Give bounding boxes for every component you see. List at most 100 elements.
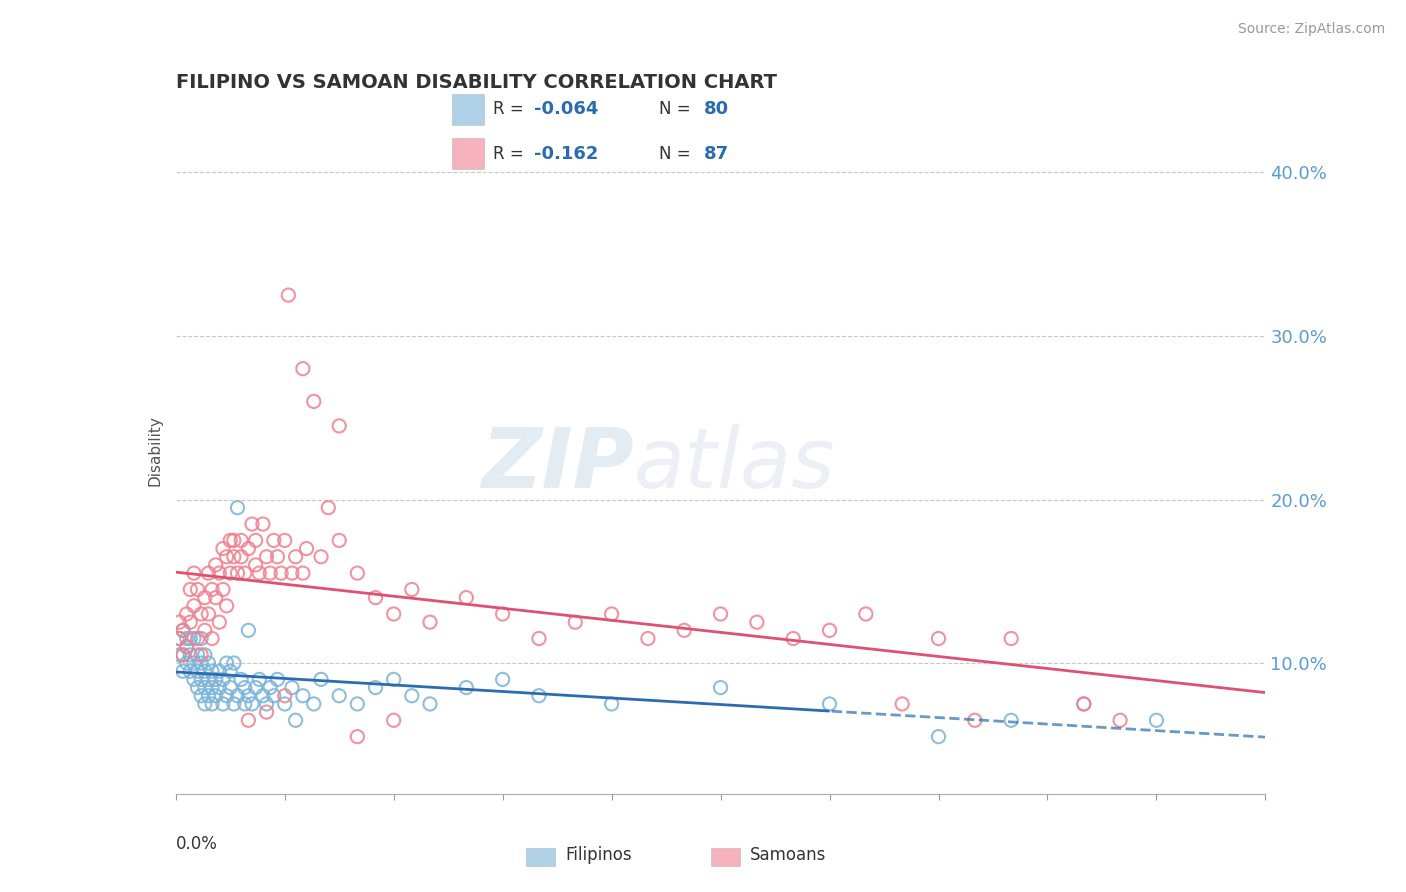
Text: Samoans: Samoans (751, 847, 827, 864)
Point (172, 624, 194, 638)
Point (194, 697, 217, 711)
Text: -0.064: -0.064 (534, 100, 599, 119)
Text: N =: N = (659, 100, 696, 119)
Point (291, 689, 314, 703)
Text: ZIP: ZIP (481, 424, 633, 505)
Point (302, 394, 325, 409)
Point (197, 566, 219, 581)
Point (238, 624, 260, 638)
Point (274, 689, 297, 703)
Point (710, 607, 733, 621)
Point (197, 607, 219, 621)
Point (233, 566, 256, 581)
Point (1000, 714, 1022, 728)
Point (1073, 697, 1095, 711)
Point (247, 566, 270, 581)
Point (291, 566, 314, 581)
FancyBboxPatch shape (453, 94, 484, 125)
Point (172, 648, 194, 662)
Point (456, 681, 478, 695)
Point (183, 632, 205, 646)
Point (245, 558, 267, 572)
Point (183, 566, 205, 581)
Point (270, 566, 292, 581)
Point (309, 673, 332, 687)
Point (891, 697, 914, 711)
Point (346, 730, 368, 744)
Point (256, 549, 278, 564)
Point (219, 533, 242, 548)
Point (172, 664, 194, 678)
Point (233, 681, 256, 695)
Point (222, 656, 245, 670)
Point (231, 533, 253, 548)
Text: R =: R = (494, 100, 529, 119)
Point (284, 714, 307, 728)
Text: R =: R = (494, 145, 534, 163)
Point (238, 541, 260, 556)
Point (179, 648, 201, 662)
Point (172, 624, 194, 638)
Point (194, 664, 217, 678)
Point (1073, 697, 1095, 711)
Point (382, 607, 405, 621)
Text: 0.0%: 0.0% (176, 835, 218, 853)
Point (364, 681, 387, 695)
Text: 80: 80 (704, 100, 728, 119)
Point (204, 591, 226, 605)
Point (302, 697, 325, 711)
Point (782, 632, 804, 646)
Point (190, 673, 212, 687)
Point (222, 697, 245, 711)
Point (238, 714, 260, 728)
Point (240, 516, 263, 531)
Point (527, 689, 550, 703)
Point (259, 566, 281, 581)
Point (201, 582, 224, 597)
Point (328, 533, 350, 548)
FancyBboxPatch shape (526, 847, 555, 866)
Point (252, 689, 274, 703)
Point (527, 632, 550, 646)
Point (204, 689, 226, 703)
Point (600, 607, 623, 621)
Point (274, 697, 297, 711)
Point (186, 681, 209, 695)
Point (190, 648, 212, 662)
Point (204, 673, 226, 687)
Point (226, 689, 249, 703)
Y-axis label: Disability: Disability (148, 415, 163, 486)
Point (208, 664, 231, 678)
Point (219, 566, 242, 581)
Point (928, 632, 950, 646)
Point (309, 549, 332, 564)
Point (222, 533, 245, 548)
Point (190, 689, 212, 703)
Point (419, 615, 441, 630)
Point (169, 632, 191, 646)
Point (194, 681, 217, 695)
Point (419, 697, 441, 711)
Point (201, 697, 224, 711)
Point (1146, 714, 1168, 728)
Point (401, 689, 423, 703)
Point (710, 681, 733, 695)
Point (240, 697, 263, 711)
Point (169, 615, 191, 630)
Point (274, 533, 297, 548)
Point (318, 500, 340, 515)
Point (382, 714, 405, 728)
Point (186, 582, 209, 597)
Point (219, 664, 242, 678)
Point (176, 656, 198, 670)
Point (176, 640, 198, 654)
Point (215, 549, 238, 564)
Point (215, 599, 238, 613)
Point (745, 615, 768, 630)
Point (219, 681, 242, 695)
Point (963, 714, 986, 728)
Point (818, 624, 841, 638)
Point (256, 697, 278, 711)
Point (197, 656, 219, 670)
Point (564, 615, 586, 630)
